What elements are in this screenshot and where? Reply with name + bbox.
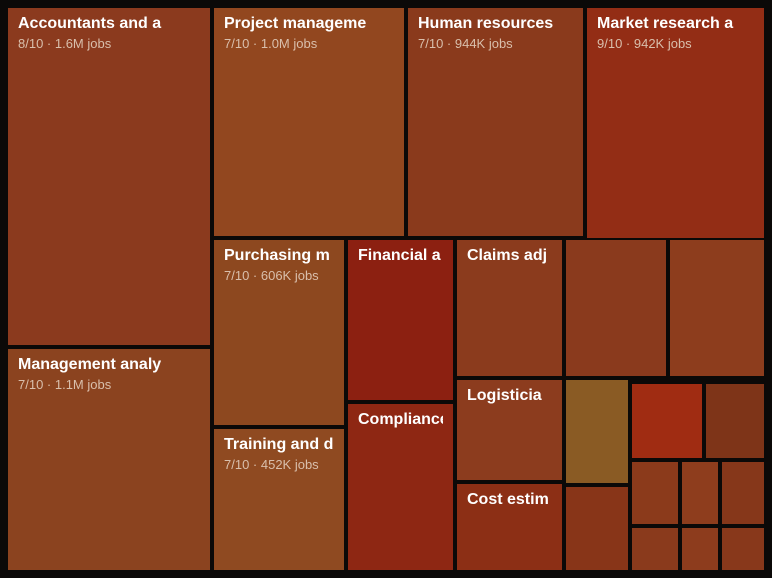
treemap-cell-unlabeled-6[interactable] <box>706 384 764 458</box>
cell-title: Training and d <box>224 436 334 453</box>
treemap-cell-unlabeled-8[interactable] <box>682 462 718 524</box>
cell-title: Compliance <box>358 411 443 428</box>
treemap-cell-unlabeled-11[interactable] <box>682 528 718 570</box>
treemap-cell-unlabeled-5[interactable] <box>632 384 702 458</box>
cell-subtitle: 7/10 · 606K jobs <box>224 268 319 283</box>
treemap-cell-financial[interactable]: Financial a <box>348 240 453 400</box>
cell-subtitle: 8/10 · 1.6M jobs <box>18 36 112 51</box>
cell-title: Cost estim <box>467 491 549 508</box>
treemap-cell-unlabeled-4[interactable] <box>566 487 628 570</box>
treemap-cell-market-research[interactable]: Market research a 9/10 · 942K jobs <box>587 8 764 238</box>
treemap-cell-claims[interactable]: Claims adj <box>457 240 562 376</box>
treemap-cell-human-resources[interactable]: Human resources 7/10 · 944K jobs <box>408 8 583 236</box>
cell-title: Human resources <box>418 15 554 32</box>
cell-subtitle: 7/10 · 944K jobs <box>418 36 513 51</box>
cell-title: Accountants and a <box>18 15 162 32</box>
treemap-cell-project-management[interactable]: Project manageme 7/10 · 1.0M jobs <box>214 8 404 236</box>
treemap-cell-unlabeled-7[interactable] <box>632 462 678 524</box>
cell-title: Management analy <box>18 356 162 373</box>
cell-subtitle: 7/10 · 1.1M jobs <box>18 377 112 392</box>
cell-title: Financial a <box>358 247 441 264</box>
treemap-cell-unlabeled-1[interactable] <box>566 240 666 376</box>
cell-title: Claims adj <box>467 247 548 264</box>
treemap-cell-purchasing[interactable]: Purchasing m 7/10 · 606K jobs <box>214 240 344 425</box>
treemap-cell-unlabeled-9[interactable] <box>722 462 764 524</box>
cell-subtitle: 7/10 · 1.0M jobs <box>224 36 318 51</box>
treemap-cell-unlabeled-3[interactable] <box>566 380 628 483</box>
treemap-cell-training[interactable]: Training and d 7/10 · 452K jobs <box>214 429 344 570</box>
cell-title: Market research a <box>597 15 734 32</box>
treemap-cell-accountants[interactable]: Accountants and a 8/10 · 1.6M jobs <box>8 8 210 345</box>
treemap-cell-unlabeled-10[interactable] <box>632 528 678 570</box>
cell-subtitle: 7/10 · 452K jobs <box>224 457 319 472</box>
treemap-cell-cost-estimators[interactable]: Cost estim <box>457 484 562 570</box>
cell-title: Logisticia <box>467 387 542 404</box>
treemap-cell-management-analysts[interactable]: Management analy 7/10 · 1.1M jobs <box>8 349 210 570</box>
treemap-cell-unlabeled-12[interactable] <box>722 528 764 570</box>
cell-title: Project manageme <box>224 15 367 32</box>
cell-title: Purchasing m <box>224 247 330 264</box>
treemap-cell-unlabeled-2[interactable] <box>670 240 764 376</box>
treemap-cell-logisticians[interactable]: Logisticia <box>457 380 562 480</box>
cell-subtitle: 9/10 · 942K jobs <box>597 36 692 51</box>
treemap-cell-compliance[interactable]: Compliance <box>348 404 453 570</box>
